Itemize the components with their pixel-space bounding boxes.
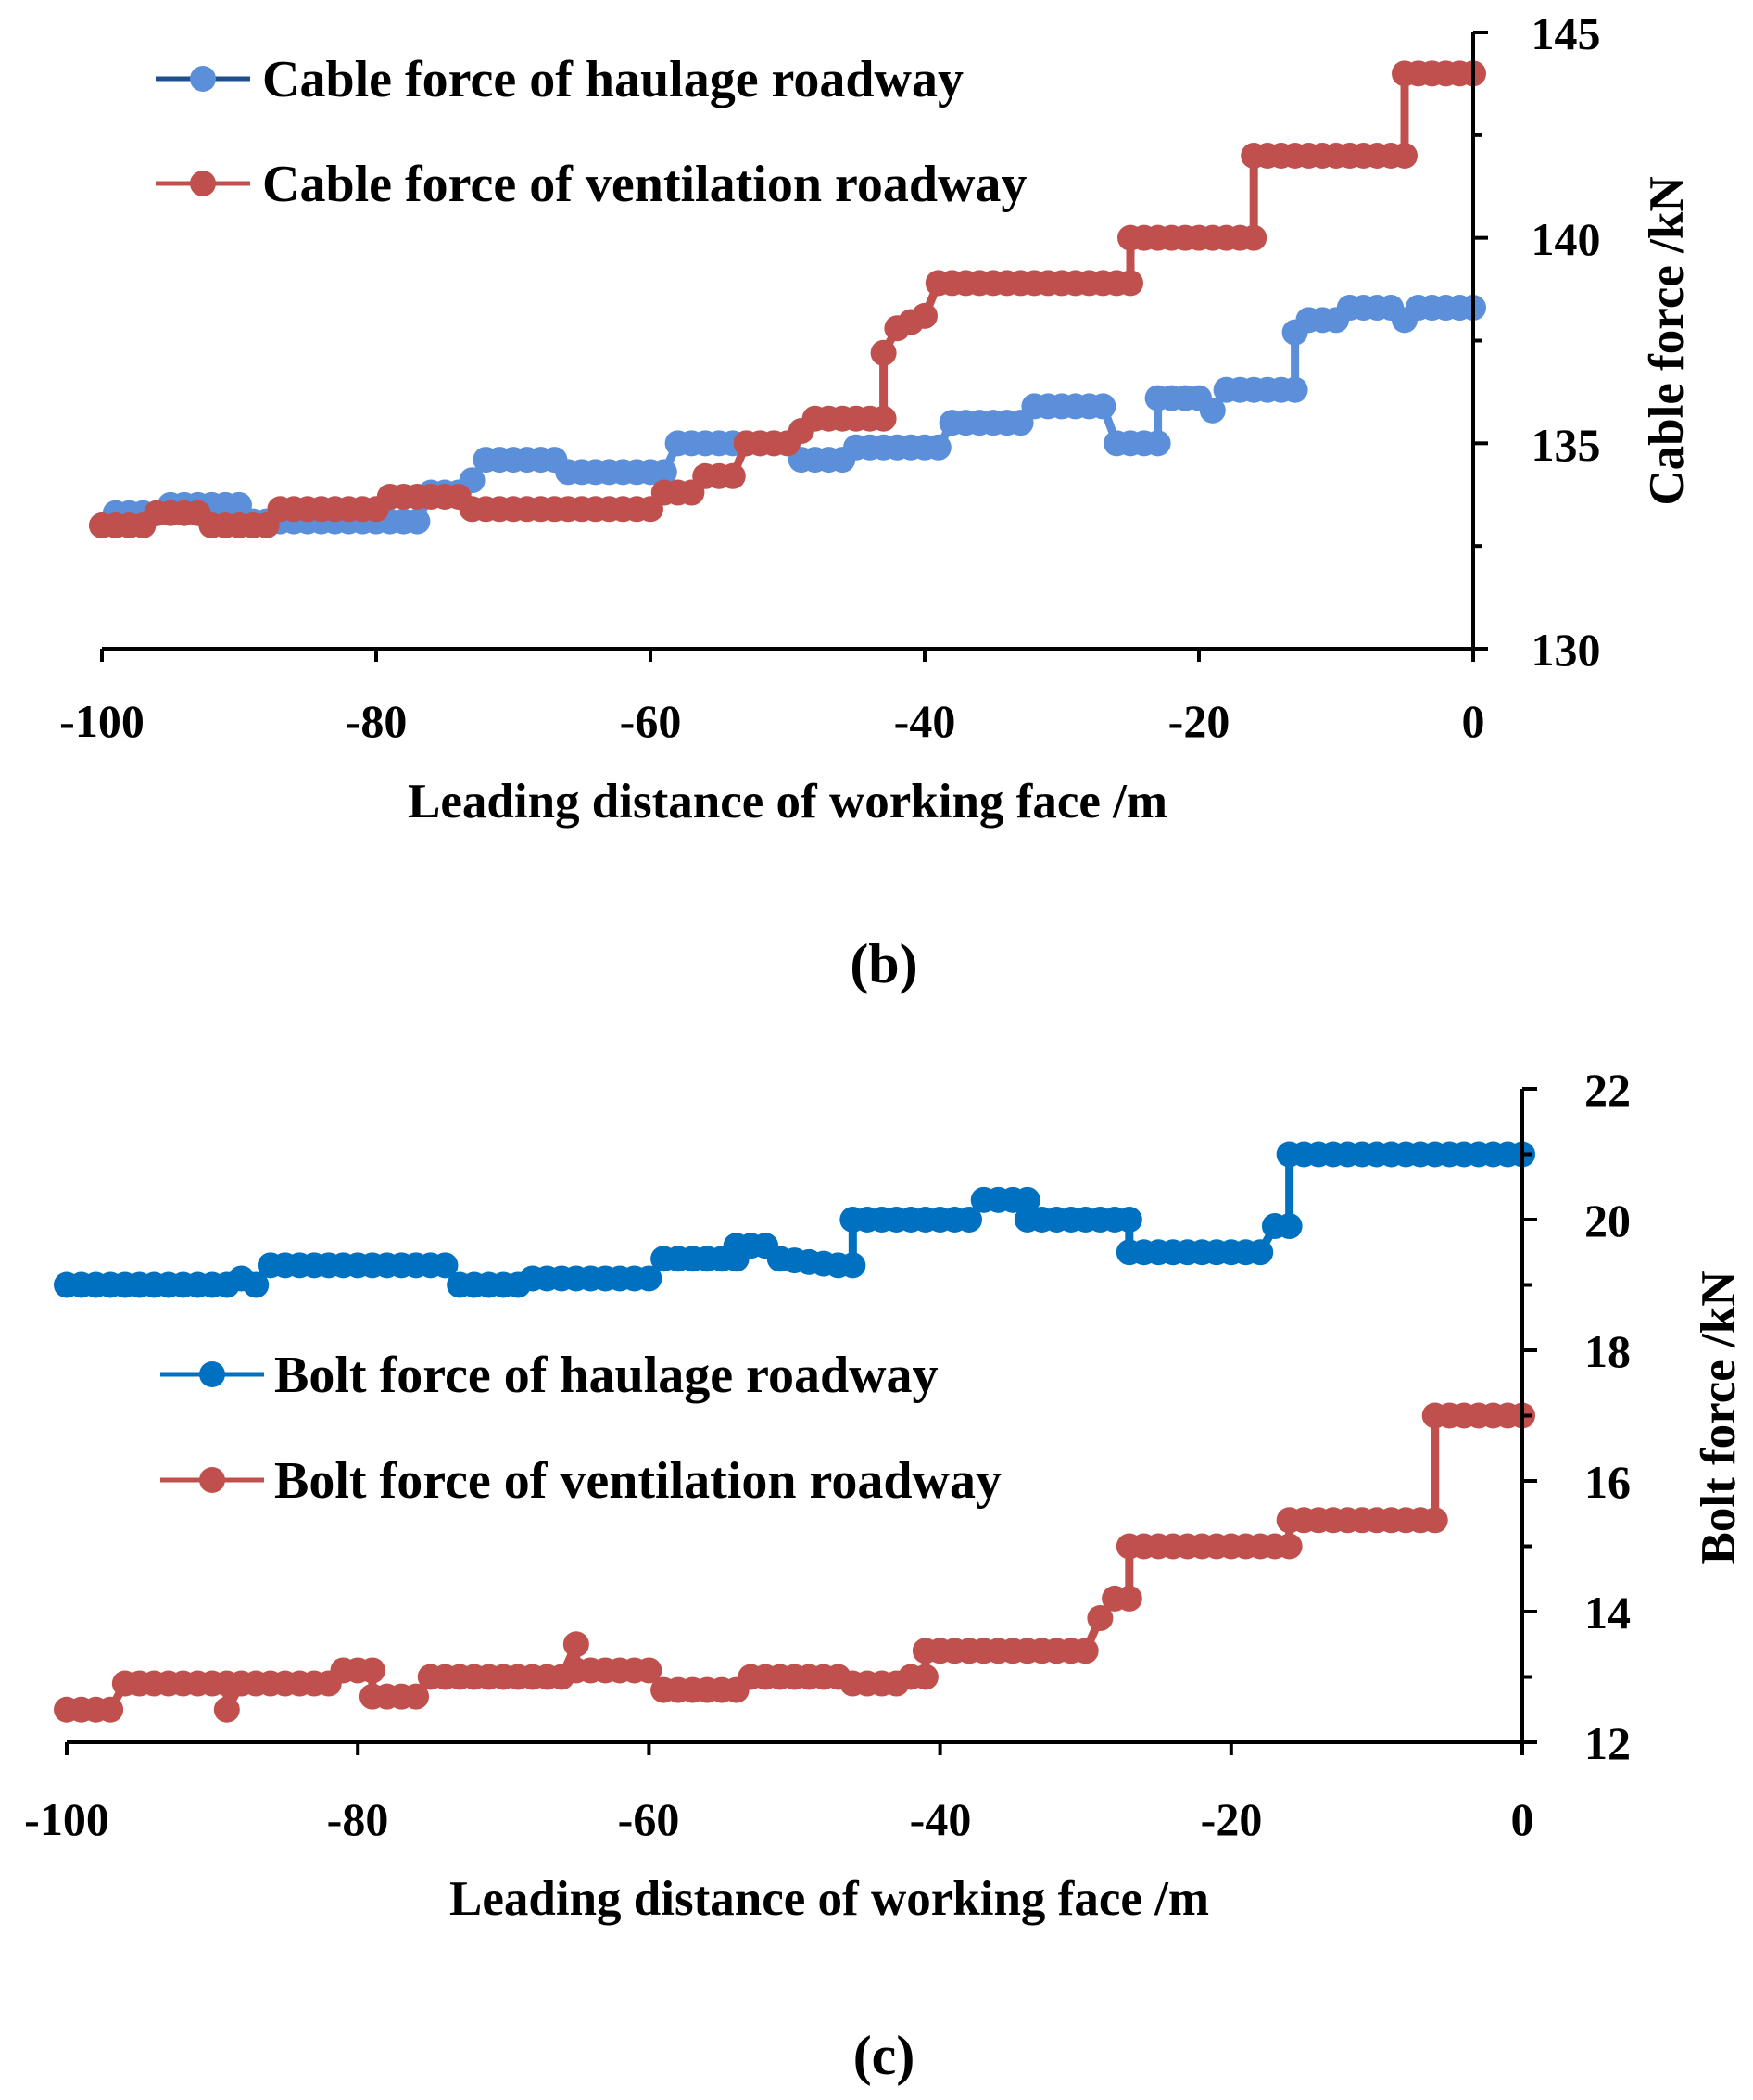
chart-c-x-axis-title: Leading distance of working face /m [449, 1872, 1209, 1926]
chart-c-series-1-point [912, 1664, 939, 1690]
chart-c-y-tick-label: 16 [1584, 1456, 1631, 1508]
chart-b-x-tick-label: -80 [346, 695, 408, 747]
chart-b-series-0-point [925, 434, 952, 461]
chart-c-y-axis-title: Bolt force /kN [1692, 1271, 1746, 1565]
chart-b-series-1-point [1392, 143, 1418, 169]
chart-b-y-tick-label: 135 [1532, 419, 1601, 471]
chart-b-series [89, 60, 1486, 538]
chart-b-legend-marker-ventilation [190, 171, 216, 196]
chart-c-series-0-point [839, 1252, 866, 1279]
chart-b-legend: Cable force of haulage roadway Cable for… [156, 51, 1027, 213]
chart-c-legend-label-haulage: Bolt force of haulage roadway [274, 1347, 939, 1404]
chart-c-series-1-point [97, 1696, 124, 1723]
chart-c-series-0-point [1014, 1186, 1040, 1213]
chart-c-series-0-point [432, 1252, 459, 1279]
chart-c-x-tick-label: 0 [1511, 1793, 1534, 1845]
chart-c-y-tick-label: 12 [1584, 1717, 1631, 1769]
chart-b-series-0-point [1199, 397, 1226, 424]
chart-b-series-1-point [912, 302, 938, 329]
chart-b-series-0-point [1090, 393, 1116, 420]
chart-c-series-1-point [1421, 1507, 1448, 1534]
chart-c-y-tick-label: 20 [1584, 1195, 1631, 1246]
chart-c-legend-marker-haulage [199, 1361, 225, 1387]
chart-b-x-tick-label: -40 [894, 695, 956, 747]
chart-b-series-0-point [404, 508, 431, 535]
chart-b-series-line-1 [102, 69, 1473, 530]
chart-b-legend-label-ventilation: Cable force of ventilation roadway [262, 156, 1027, 213]
chart-c-x-tick-label: -20 [1201, 1793, 1263, 1845]
chart-c-y-tick-label: 22 [1584, 1064, 1631, 1116]
panel-label-c: (c) [853, 2025, 915, 2086]
chart-c-x-tick-label: -40 [910, 1793, 972, 1845]
chart-c-series-1-point [562, 1631, 589, 1658]
chart-b-series-0-point [650, 459, 677, 486]
chart-b-y-axis-title: Cable force /kN [1640, 176, 1694, 505]
chart-c-y-tick-label: 18 [1584, 1325, 1631, 1377]
chart-b-series-1-point [870, 339, 897, 366]
chart-b-series-0-point [1144, 430, 1171, 457]
chart-c-series-1-point [1087, 1605, 1114, 1632]
chart-c-x-tick-label: -60 [618, 1793, 680, 1845]
chart-c-legend-marker-ventilation [199, 1467, 225, 1493]
chart-c-tick-marks [65, 1087, 1537, 1755]
chart-c-legend-label-ventilation: Bolt force of ventilation roadway [274, 1452, 1002, 1510]
chart-b-series-1-point [870, 405, 897, 432]
chart-c-series-0-point [1276, 1213, 1303, 1240]
chart-c-series-0-point [1247, 1239, 1274, 1266]
chart-panel-c: -100 -80 -60 -40 -20 0 12 14 16 18 20 22… [24, 1064, 1746, 2086]
chart-c-series-1-point [1116, 1585, 1142, 1612]
chart-c-series-1-point [359, 1657, 385, 1684]
chart-c-series-0-point [1116, 1207, 1142, 1233]
chart-c-series [54, 1141, 1535, 1723]
chart-c-series-1-point [1072, 1638, 1099, 1664]
chart-b-x-tick-label: -20 [1168, 695, 1230, 747]
chart-c-series-1-point [213, 1696, 240, 1723]
chart-b-series-1-point [719, 462, 746, 489]
chart-c-series-0-point [243, 1271, 270, 1298]
chart-b-legend-label-haulage: Cable force of haulage roadway [262, 51, 964, 108]
chart-b-legend-marker-haulage [190, 66, 216, 92]
chart-b-y-tick-label: 145 [1532, 7, 1601, 59]
chart-c-series-0-point [956, 1207, 983, 1233]
chart-b-series-line-0 [98, 303, 1473, 529]
chart-b-tick-marks [100, 31, 1488, 662]
chart-c-x-tick-label: -80 [327, 1793, 389, 1845]
chart-b-x-tick-label: -60 [620, 695, 682, 747]
chart-c-series-1-point [403, 1683, 430, 1710]
panel-label-b: (b) [850, 933, 917, 994]
chart-b-x-tick-label: -100 [59, 695, 145, 747]
chart-c-series-1-point [1276, 1533, 1303, 1560]
chart-b-x-axis-title: Leading distance of working face /m [408, 775, 1167, 829]
chart-panel-b: -100 -80 -60 -40 -20 0 130 135 140 145 L… [59, 7, 1694, 994]
chart-b-x-tick-label: 0 [1462, 695, 1485, 747]
chart-b-series-0-point [1281, 376, 1308, 403]
chart-b-y-tick-label: 140 [1532, 213, 1601, 265]
chart-c-legend: Bolt force of haulage roadway Bolt force… [160, 1347, 1002, 1510]
chart-c-series-1-point [636, 1657, 662, 1684]
chart-b-series-1-point [1241, 224, 1267, 251]
chart-b-y-tick-label: 130 [1532, 624, 1601, 676]
chart-c-series-0-point [636, 1265, 662, 1292]
chart-c-y-tick-label: 14 [1584, 1587, 1631, 1638]
chart-c-x-tick-label: -100 [24, 1793, 109, 1845]
chart-b-series-1-point [1117, 270, 1143, 297]
